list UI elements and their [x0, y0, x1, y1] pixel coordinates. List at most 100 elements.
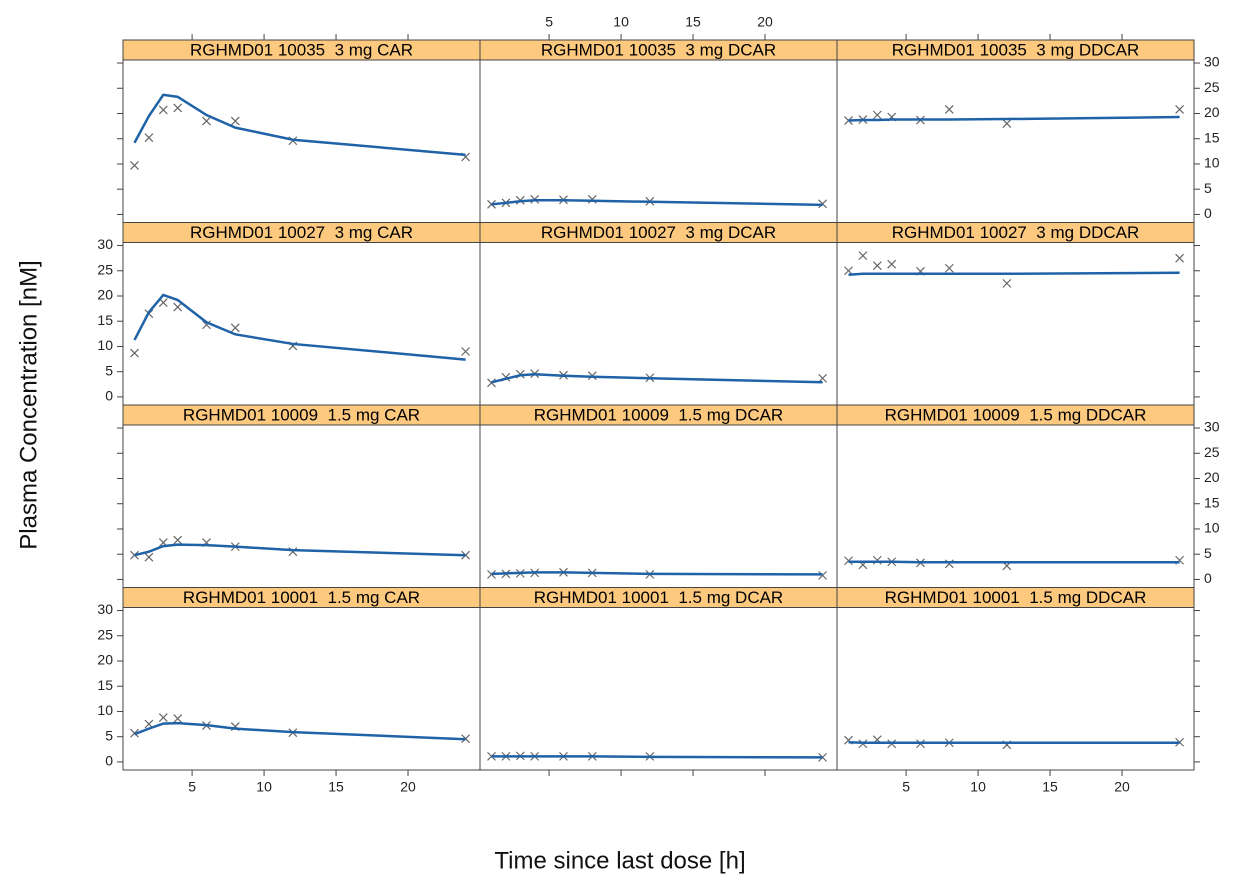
observed-point [158, 713, 168, 722]
observed-point [858, 251, 868, 261]
y-tick-label: 0 [105, 753, 113, 769]
x-tick-label: 10 [256, 779, 272, 795]
fit-line [133, 293, 466, 361]
y-tick-label: 5 [1204, 545, 1212, 561]
fit-line [491, 372, 823, 384]
x-tick-label: 20 [1114, 779, 1130, 795]
y-tick-label: 30 [97, 236, 113, 252]
y-tick-label: 25 [97, 261, 113, 277]
observed-point [944, 263, 954, 273]
panel-title: RGHMD01 10001 1.5 mg DDCAR [885, 588, 1147, 607]
fit-line [848, 740, 1180, 744]
observed-point [144, 133, 154, 143]
observed-point [230, 116, 240, 126]
observed-point [202, 116, 211, 126]
observed-point [944, 105, 954, 114]
y-tick-label: 10 [1204, 520, 1220, 536]
observed-point [173, 103, 183, 113]
y-tick-label: 25 [1204, 444, 1220, 460]
observed-point [818, 570, 828, 580]
observed-point [230, 323, 240, 333]
y-tick-label: 10 [97, 337, 113, 353]
y-tick-label: 30 [1204, 54, 1220, 70]
x-tick-label: 15 [328, 779, 344, 795]
panel-title: RGHMD01 10027 3 mg CAR [190, 223, 413, 242]
y-tick-label: 0 [1204, 205, 1212, 221]
y-tick-label: 15 [1204, 129, 1220, 145]
panel [836, 59, 1195, 223]
y-tick-label: 5 [1204, 180, 1212, 196]
observed-point [158, 105, 168, 115]
observed-point [872, 110, 882, 120]
observed-point [844, 556, 853, 566]
y-tick-label: 0 [105, 388, 113, 404]
panel [122, 607, 481, 771]
y-tick-label: 30 [97, 601, 113, 617]
fit-line [848, 271, 1180, 277]
panel-title: RGHMD01 10001 1.5 mg CAR [183, 588, 420, 607]
panel [836, 242, 1195, 406]
observed-point [844, 116, 853, 125]
x-tick-label: 10 [970, 779, 986, 795]
observed-point [461, 347, 471, 356]
fit-line [491, 199, 823, 207]
panel [836, 607, 1195, 771]
fit-line [134, 543, 466, 557]
panel-title: RGHMD01 10009 1.5 mg DDCAR [885, 405, 1147, 424]
observed-point [487, 378, 496, 388]
panel-title: RGHMD01 10009 1.5 mg DCAR [534, 405, 783, 424]
y-tick-label: 10 [1204, 155, 1220, 171]
observed-point [487, 569, 496, 579]
observed-point [944, 559, 954, 569]
observed-point [1175, 253, 1185, 263]
panel-title: RGHMD01 10035 3 mg CAR [190, 40, 413, 59]
observed-point [1002, 278, 1012, 288]
fit-line [491, 571, 823, 576]
observed-point [818, 373, 828, 383]
y-tick-label: 0 [1204, 570, 1212, 586]
x-tick-label: 15 [1042, 779, 1058, 795]
observed-point [818, 752, 828, 762]
observed-point [130, 550, 139, 560]
observed-point [487, 199, 496, 209]
observed-point [887, 259, 897, 269]
x-axis-title: Time since last dose [h] [494, 847, 745, 874]
fit-line [133, 93, 466, 157]
observed-point [173, 535, 183, 545]
y-tick-label: 5 [105, 362, 113, 378]
observed-point [130, 348, 139, 358]
observed-point [872, 555, 882, 565]
x-tick-label: 10 [613, 14, 629, 30]
observed-point [130, 161, 139, 170]
y-axis-title: Plasma Concentration [nM] [15, 260, 42, 549]
panel-title: RGHMD01 10009 1.5 mg CAR [183, 405, 420, 424]
panel [122, 242, 481, 406]
y-tick-label: 20 [1204, 469, 1220, 485]
y-tick-label: 15 [97, 312, 113, 328]
observed-point [461, 550, 471, 560]
observed-point [872, 261, 882, 271]
y-tick-label: 15 [97, 677, 113, 693]
x-tick-label: 20 [400, 779, 416, 795]
y-tick-label: 5 [105, 727, 113, 743]
observed-point [173, 302, 183, 312]
panel-title: RGHMD01 10035 3 mg DCAR [541, 40, 776, 59]
y-tick-label: 25 [97, 626, 113, 642]
observed-point [1175, 105, 1185, 114]
observed-point [1002, 119, 1012, 129]
y-tick-label: 20 [97, 652, 113, 668]
x-tick-label: 5 [902, 779, 910, 795]
panel-title: RGHMD01 10027 3 mg DCAR [541, 223, 776, 242]
panel-title: RGHMD01 10001 1.5 mg DCAR [534, 588, 783, 607]
fit-line [848, 560, 1180, 564]
y-tick-label: 20 [1204, 104, 1220, 120]
panel-title: RGHMD01 10027 3 mg DDCAR [892, 223, 1140, 242]
y-tick-label: 10 [97, 702, 113, 718]
panel [122, 424, 481, 588]
x-tick-label: 20 [757, 14, 773, 30]
y-tick-label: 15 [1204, 494, 1220, 510]
panel-title: RGHMD01 10035 3 mg DDCAR [892, 40, 1140, 59]
fit-line [134, 721, 466, 741]
y-tick-label: 20 [97, 287, 113, 303]
